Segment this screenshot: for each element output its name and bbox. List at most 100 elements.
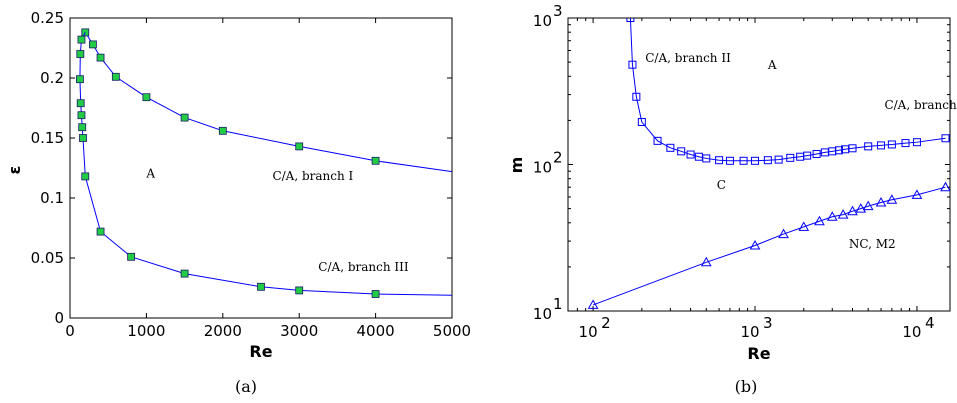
data-point [295,142,304,151]
x-tick-label: 10 [740,323,759,341]
data-point [855,203,867,213]
series-line-2 [79,32,452,296]
y-tick-label: 0.15 [31,129,64,147]
x-tick-label: 10 [579,323,598,341]
y-axis-label: ε [5,166,24,175]
data-point [864,142,873,151]
plot-frame [69,17,453,319]
data-point [739,156,748,165]
data-point [76,99,85,108]
annotation-label: A [767,58,777,72]
data-point [78,123,87,132]
data-point [180,269,189,278]
data-point [862,200,874,211]
annotation-label: C/A, branch II [645,51,731,65]
y-tick-label: 0.05 [31,249,64,267]
data-point [79,134,87,142]
data-point [725,156,734,165]
y-tick-label: 10 [533,305,552,323]
data-point [142,93,151,102]
data-point [786,153,795,162]
x-axis-label: Re [249,342,272,361]
x-tick-label: 1000 [127,322,165,340]
x-axis-label: Re [747,344,770,363]
x-tick-label: 3000 [280,322,318,340]
data-point [778,228,789,239]
panel-caption: (a) [235,377,257,396]
data-point [637,118,646,127]
data-point [886,194,898,204]
y-axis-label: m [507,157,526,174]
data-point [834,146,843,155]
data-point [847,205,858,216]
panel-caption: (b) [735,377,758,396]
plot-area [76,28,452,298]
x-tick-label-exponent: 4 [925,314,935,332]
y-tick-label-exponent: 3 [553,2,563,20]
data-point [812,149,821,158]
x-tick-label: 10 [902,323,921,341]
data-point [628,60,637,69]
data-point [912,138,921,147]
data-point [911,189,923,199]
data-point [371,290,380,298]
data-point [111,72,120,81]
annotation-label: C [717,178,726,192]
data-point [901,139,910,148]
y-tick-label-exponent: 1 [553,295,563,313]
x-tick-label-exponent: 3 [763,314,773,332]
data-point [837,209,849,219]
data-point [127,252,136,261]
data-point [686,150,695,159]
data-point [96,227,105,236]
data-point [626,18,635,22]
data-point [587,299,599,309]
data-point [76,50,85,58]
data-point [774,155,783,164]
data-point [295,286,304,295]
series-line-1 [84,32,452,173]
y-tick-label: 0.1 [40,189,64,207]
y-tick-label: 10 [533,12,552,30]
annotation-label: NC, M2 [849,237,896,251]
x-tick-label: 4000 [357,322,395,340]
annotation-label: A [145,167,155,181]
data-point [798,221,810,231]
data-point [751,156,760,165]
y-tick-label: 0 [54,309,64,327]
data-point [89,40,97,49]
panel-1: 0 1000 2000 3000 4000 5000 0 0.05 0.1 0.15 0.2 0.25… [5,9,471,396]
data-point [887,140,896,149]
series-line-1 [629,18,946,162]
data-point [941,134,950,143]
data-point [632,92,641,101]
data-point [763,156,772,165]
y-tick-label: 0.25 [31,9,64,27]
plot-area [587,18,950,309]
data-point [803,151,812,160]
data-point [677,147,686,156]
data-point [257,282,265,291]
annotation-label: C/A, branch I [884,98,957,112]
data-point [826,211,838,221]
data-point [76,75,84,84]
y-tick-label: 0.2 [40,69,64,87]
data-point [218,126,227,135]
data-point [96,53,105,62]
data-point [749,239,761,250]
data-point [77,111,86,120]
data-point [81,172,90,181]
data-point [848,144,857,153]
x-tick-label: 5000 [433,322,471,340]
data-point [877,141,886,150]
annotation-label: C/A, branch I [272,169,353,183]
data-point [653,136,662,145]
data-point [940,181,950,192]
data-point [814,215,825,226]
y-tick-label-exponent: 2 [553,149,563,167]
data-point [715,156,724,165]
data-point [371,156,380,165]
